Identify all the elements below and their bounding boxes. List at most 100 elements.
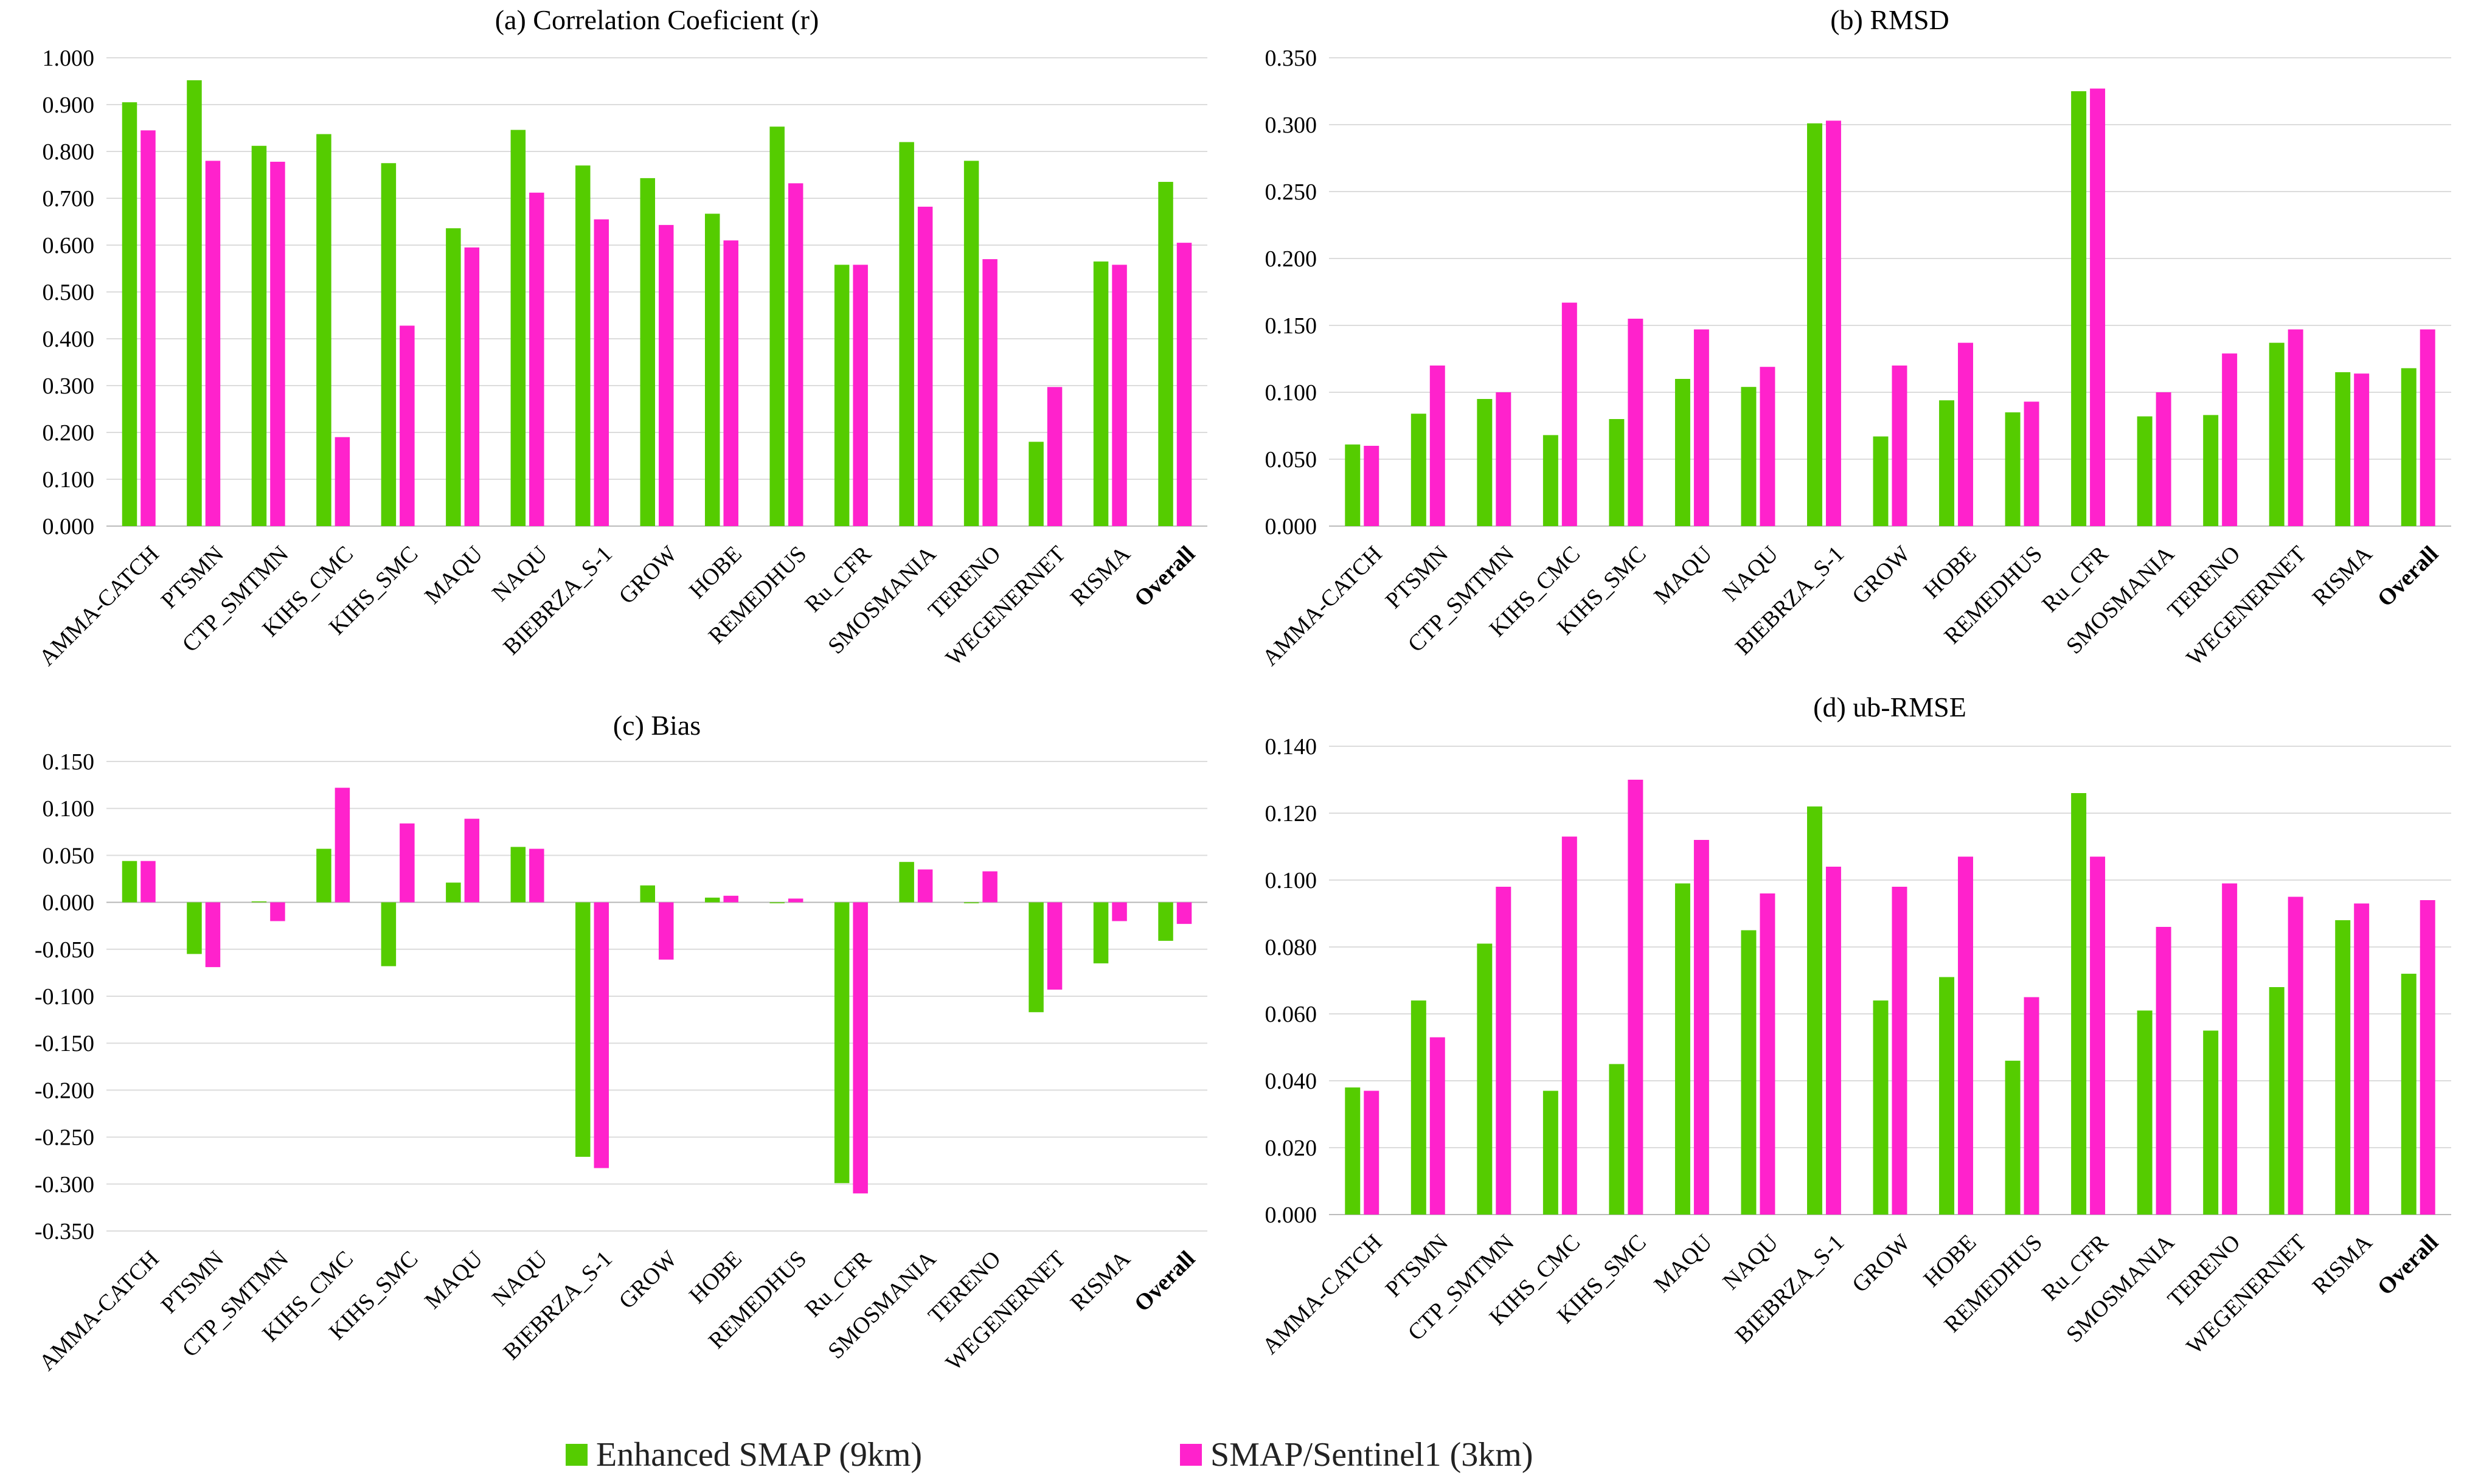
bar-enhanced [704,213,720,526]
y-tick-label: 0.120 [1265,801,1317,827]
chart-panel-1: (a) Correlation Coeficient (r) 0.000 0.100… [34,4,1207,671]
bar-sentinel [2090,88,2106,527]
bar-sentinel [2288,329,2303,526]
bar-sentinel [205,161,221,526]
y-tick-label: 0.020 [1265,1136,1317,1161]
bar-sentinel [1760,367,1775,526]
bar-sentinel [400,823,415,903]
y-tick-label: 0.080 [1265,935,1317,960]
bar-enhanced [251,145,267,526]
bar-enhanced [2335,920,2351,1215]
bar-sentinel [2354,373,2370,526]
bar-enhanced [1939,400,1955,526]
x-tick-label: RISMA [2308,541,2378,611]
x-tick-label: Overall [1129,541,1200,612]
x-tick-label: GROW [614,541,682,609]
bar-enhanced [2203,415,2219,526]
y-tick-label: 0.040 [1265,1069,1317,1094]
y-tick-label: 0.250 [1265,179,1317,205]
bar-sentinel [1892,887,1907,1215]
y-tick-label: 0.800 [43,139,95,165]
bar-enhanced [1345,1087,1361,1215]
chart-panel-2: (b) RMSD 0.000 0.050 0.100 0.150 0.200 0.250 0.… [1257,4,2451,671]
bar-sentinel [659,902,674,960]
bar-enhanced [1807,806,1822,1215]
bar-sentinel [788,898,803,903]
y-tick-label: 0.060 [1265,1002,1317,1027]
chart-panel-3: (c) Bias -0.350 -0.300 -0.250 -0.200 -0.150 -0… [34,710,1207,1376]
x-tick-label: AMMA-CATCH [1257,1230,1387,1359]
bar-sentinel [1047,387,1063,526]
bar-enhanced [510,130,526,526]
bar-enhanced [2071,91,2087,526]
bar-enhanced [381,902,397,966]
bar-enhanced [1158,902,1173,941]
x-tick-label: WEGENERNET [941,1246,1070,1376]
bar-sentinel [464,819,480,903]
bar-sentinel [1496,887,1511,1215]
y-tick-label: 0.700 [43,186,95,212]
x-tick-label: RISMA [1066,1246,1136,1316]
y-tick-label: 0.140 [1265,734,1317,760]
x-tick-label: RISMA [2308,1229,2378,1299]
bar-sentinel [270,161,285,526]
bar-enhanced [1093,902,1109,963]
x-tick-label: Overall [1129,1246,1200,1317]
bar-enhanced [834,265,850,526]
bar-enhanced [2005,1061,2021,1215]
chart-panel-4: (d) ub-RMSE 0.000 0.020 0.040 0.060 0.080 0.10… [1257,692,2451,1359]
bar-sentinel [659,224,674,526]
legend-swatch-sentinel [1180,1444,1202,1466]
x-tick-label: HOBE [684,1246,747,1309]
bar-enhanced [769,127,785,526]
y-tick-label: 0.000 [43,890,95,916]
bar-enhanced [2137,416,2153,526]
bar-enhanced [963,902,979,904]
bar-sentinel [2024,997,2039,1215]
bar-sentinel [1364,1090,1379,1215]
bar-sentinel [1825,867,1841,1215]
bar-sentinel [1429,1037,1445,1215]
y-tick-label: 0.400 [43,327,95,352]
bar-sentinel [982,259,998,526]
bar-sentinel [335,788,350,903]
y-tick-label: -0.050 [35,937,94,963]
legend: Enhanced SMAP (9km) SMAP/Sentinel1 (3km) [0,1429,2467,1484]
y-tick-label: -0.150 [35,1031,94,1056]
bar-enhanced [1873,1000,1889,1215]
y-tick-label: 0.300 [43,373,95,399]
bar-enhanced [2071,793,2087,1215]
bar-sentinel [1958,856,1973,1215]
bar-sentinel [853,265,868,526]
bar-enhanced [122,861,137,903]
x-tick-label: HOBE [684,541,747,604]
y-tick-label: 0.100 [1265,380,1317,406]
figure: (a) Correlation Coeficient (r) 0.000 0.100… [34,4,2451,1376]
bar-sentinel [2222,883,2238,1215]
bar-enhanced [899,142,914,527]
bar-sentinel [2024,401,2039,526]
bar-enhanced [769,902,785,904]
bar-enhanced [2137,1010,2153,1215]
bar-sentinel [1496,392,1511,526]
x-tick-label: Overall [2373,1230,2443,1300]
bar-sentinel [917,206,933,526]
bar-enhanced [446,882,461,903]
y-tick-label: 0.200 [1265,246,1317,272]
x-tick-label: WEGENERNET [2182,1230,2311,1359]
bar-enhanced [1542,435,1558,526]
bar-sentinel [2420,329,2435,526]
bar-sentinel [853,902,868,1194]
bar-sentinel [400,325,415,526]
y-tick-label: 0.100 [43,467,95,493]
x-tick-label: AMMA-CATCH [1257,541,1387,671]
x-tick-label: HOBE [1919,541,1982,604]
y-tick-label: 0.300 [1265,113,1317,138]
legend-item-enhanced: Enhanced SMAP (9km) [566,1435,922,1474]
bar-sentinel [1176,902,1192,924]
bar-enhanced [575,165,591,527]
bar-enhanced [1609,1064,1625,1215]
legend-item-sentinel: SMAP/Sentinel1 (3km) [1180,1435,1533,1474]
x-tick-label: WEGENERNET [2182,541,2311,671]
bar-sentinel [1958,342,1973,526]
